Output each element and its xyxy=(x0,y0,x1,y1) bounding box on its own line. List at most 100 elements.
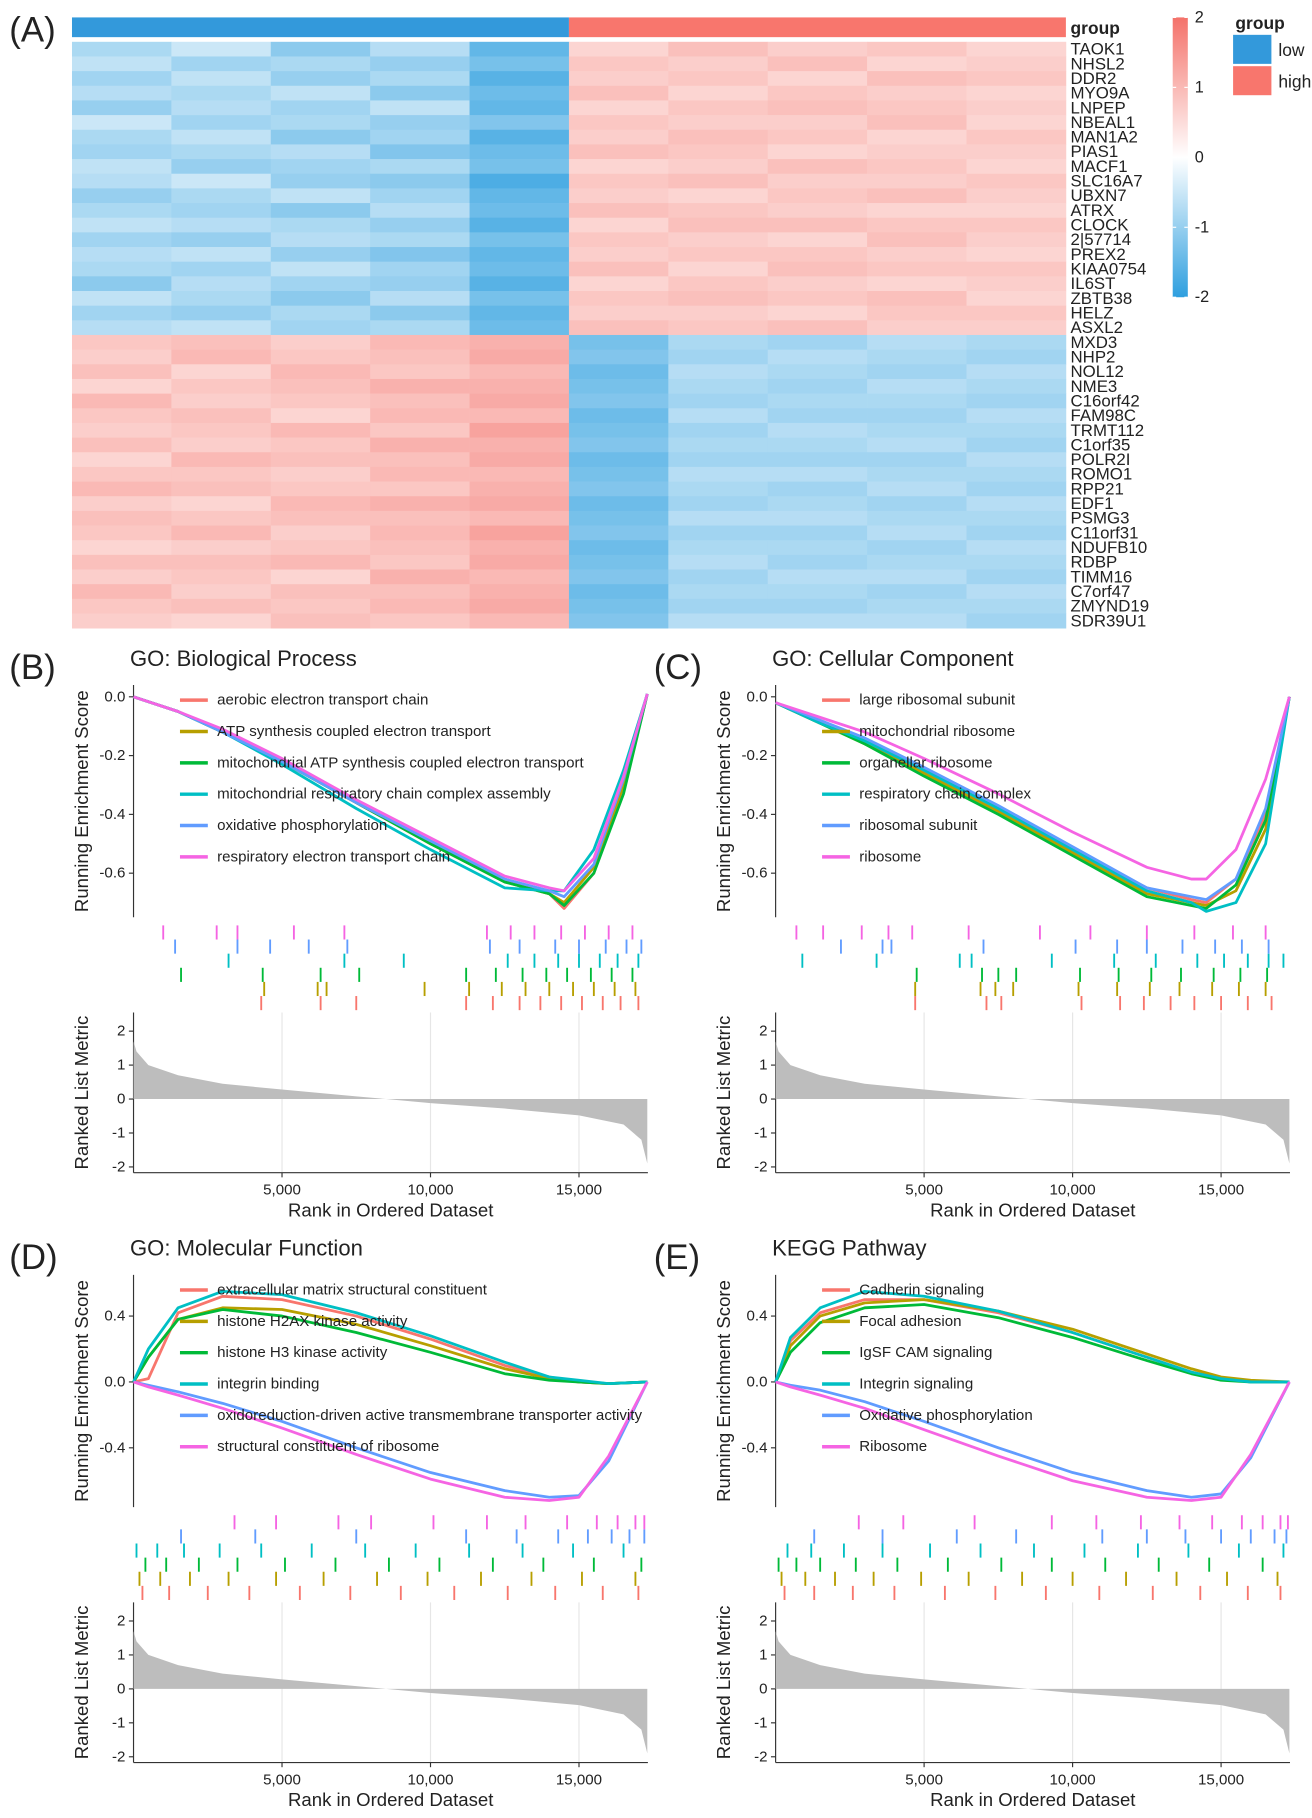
legend-label: Ribosome xyxy=(859,1438,927,1455)
heatmap-cell xyxy=(370,598,470,614)
heatmap-cell xyxy=(270,100,371,116)
heatmap-cell xyxy=(171,349,272,365)
heatmap-cell xyxy=(668,232,769,248)
heatmap-cell xyxy=(71,203,172,219)
row-label: NHSL2 xyxy=(1071,54,1125,73)
heatmap-cell xyxy=(71,584,172,600)
y-tick-label: -1 xyxy=(754,1714,767,1731)
heatmap-cell xyxy=(668,144,769,160)
heatmap-cell xyxy=(270,188,371,204)
heatmap-cell xyxy=(71,613,172,629)
row-label: MAN1A2 xyxy=(1071,128,1138,147)
heatmap-cell xyxy=(71,85,172,101)
heatmap-cell xyxy=(668,129,769,145)
heatmap-cell xyxy=(370,203,470,219)
x-tick-label: 5,000 xyxy=(905,1771,943,1788)
heatmap-cell xyxy=(469,598,570,614)
x-tick-label: 15,000 xyxy=(556,1182,602,1199)
heatmap-cell xyxy=(867,422,967,438)
heatmap-cell xyxy=(568,554,669,570)
heatmap-cell xyxy=(767,437,868,453)
heatmap-cell xyxy=(469,364,570,380)
row-label: NHP2 xyxy=(1071,347,1116,366)
heatmap-cell xyxy=(171,496,272,512)
heatmap-cell xyxy=(171,554,272,570)
legend-label: IgSF CAM signaling xyxy=(859,1344,992,1361)
heatmap-cell xyxy=(270,305,371,321)
heatmap-cell xyxy=(370,291,470,307)
heatmap-cell xyxy=(966,56,1067,72)
heatmap-cell xyxy=(469,554,570,570)
heatmap-cell xyxy=(370,188,470,204)
row-label: TIMM16 xyxy=(1071,567,1133,586)
heatmap-cell xyxy=(270,466,371,482)
heatmap-cell xyxy=(767,129,868,145)
heatmap-cell xyxy=(71,144,172,160)
row-label: PIAS1 xyxy=(1071,142,1119,161)
heatmap-cell xyxy=(270,496,371,512)
colorbar-label: 2 xyxy=(1195,8,1204,26)
heatmap-cell xyxy=(270,232,371,248)
heatmap-cell xyxy=(668,247,769,263)
heatmap-cell xyxy=(966,276,1067,292)
row-label: MYO9A xyxy=(1071,84,1131,103)
heatmap-cell xyxy=(270,291,371,307)
heatmap-cell xyxy=(966,452,1067,468)
heatmap-cell xyxy=(568,422,669,438)
metric-area xyxy=(775,1041,1290,1164)
heatmap-cell xyxy=(568,159,669,175)
row-label: UBXN7 xyxy=(1071,186,1127,205)
y-axis-title: Ranked List Metric xyxy=(713,1606,734,1760)
colorbar-label: -1 xyxy=(1195,218,1209,236)
heatmap-cell xyxy=(867,100,967,116)
heatmap-cell xyxy=(370,569,470,585)
heatmap-cell xyxy=(867,129,967,145)
heatmap-cell xyxy=(867,598,967,614)
heatmap-cell xyxy=(867,85,967,101)
heatmap-cell xyxy=(568,56,669,72)
heatmap-cell xyxy=(568,129,669,145)
row-label: NME3 xyxy=(1071,377,1118,396)
legend-label: oxidoreduction-driven active transmembra… xyxy=(217,1407,642,1424)
heatmap-cell xyxy=(767,554,868,570)
y-tick-label: 2 xyxy=(117,1023,125,1040)
heatmap-cell xyxy=(867,554,967,570)
heatmap-cell xyxy=(71,378,172,394)
heatmap-cell xyxy=(867,584,967,600)
heatmap-cell xyxy=(171,71,272,87)
heatmap-cell xyxy=(270,203,371,219)
heatmap-cell xyxy=(71,437,172,453)
row-label: IL6ST xyxy=(1071,274,1116,293)
heatmap-cell xyxy=(270,56,371,72)
heatmap-cell xyxy=(867,159,967,175)
row-label: RPP21 xyxy=(1071,479,1124,498)
heatmap-cell xyxy=(171,569,272,585)
heatmap-cell xyxy=(171,525,272,541)
heatmap-cell xyxy=(867,613,967,629)
heatmap-cell xyxy=(370,540,470,556)
heatmap-cell xyxy=(469,393,570,409)
heatmap-cell xyxy=(966,569,1067,585)
y-tick-label: 1 xyxy=(117,1646,125,1663)
heatmap-cell xyxy=(370,554,470,570)
y-axis-title: Ranked List Metric xyxy=(71,1606,92,1760)
row-label: 2|57714 xyxy=(1071,230,1132,249)
row-label: TRMT112 xyxy=(1071,421,1145,440)
metric-area xyxy=(133,1631,648,1754)
chart-title: GO: Molecular Function xyxy=(130,1236,363,1261)
heatmap-cell xyxy=(767,408,868,424)
heatmap-cell xyxy=(469,276,570,292)
heatmap-cell xyxy=(668,56,769,72)
es-curve xyxy=(775,1380,1291,1502)
heatmap-cell xyxy=(966,349,1067,365)
heatmap-cell xyxy=(270,437,371,453)
legend-label: histone H3 kinase activity xyxy=(217,1344,388,1361)
y-tick-label: 0.0 xyxy=(104,688,125,705)
heatmap-cell xyxy=(668,276,769,292)
y-tick-label: 0 xyxy=(759,1680,767,1697)
heatmap-cell xyxy=(767,85,868,101)
heatmap-cell xyxy=(171,129,272,145)
heatmap-cell xyxy=(469,247,570,263)
heatmap-cell xyxy=(270,540,371,556)
heatmap-cell xyxy=(270,115,371,131)
